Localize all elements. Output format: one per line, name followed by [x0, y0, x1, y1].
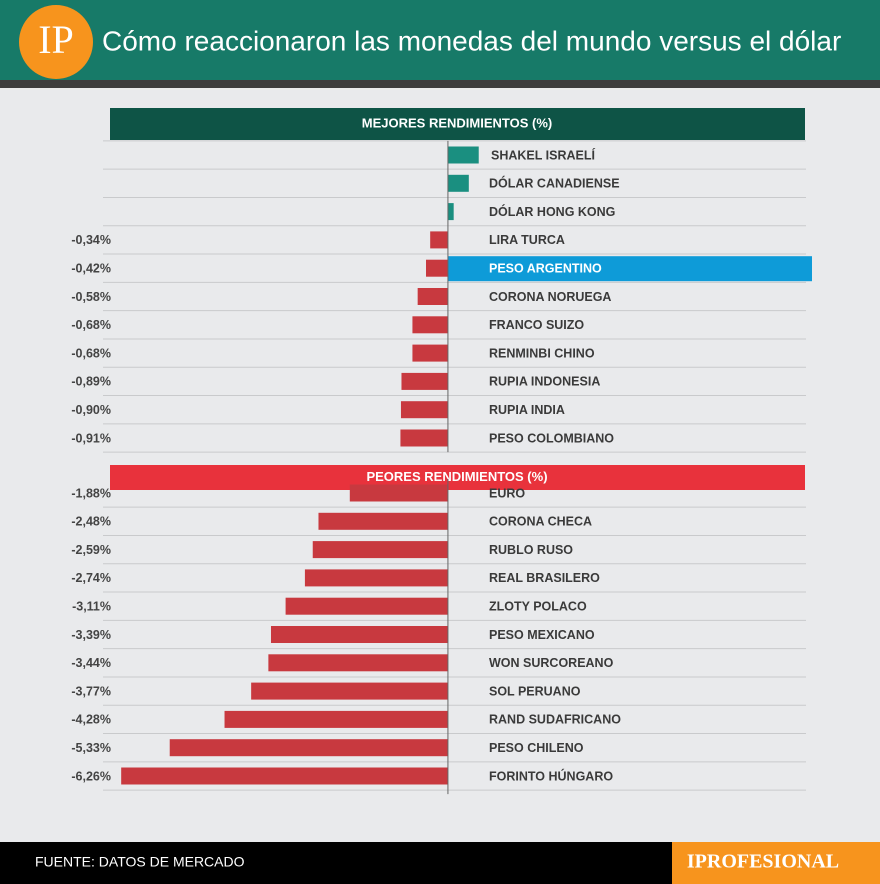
category-label: FORINTO HÚNGARO [489, 768, 613, 783]
category-label: PESO ARGENTINO [489, 261, 602, 275]
category-label: LIRA TURCA [489, 233, 565, 247]
category-label: CORONA CHECA [489, 515, 592, 529]
value-label: -3,77% [71, 684, 111, 698]
bar [401, 372, 448, 390]
bar [447, 203, 454, 221]
bar [251, 682, 448, 700]
value-label: -2,59% [71, 543, 111, 557]
category-label: FRANCO SUIZO [489, 318, 584, 332]
bar [447, 146, 479, 164]
footer-brand-box [672, 842, 880, 884]
bar [312, 541, 448, 559]
category-label: RUPIA INDONESIA [489, 375, 600, 389]
value-label: -2,48% [71, 515, 111, 529]
value-label: -2,74% [71, 571, 111, 585]
category-label: PESO MEXICANO [489, 628, 595, 642]
bar [349, 484, 448, 502]
value-label: -0,90% [71, 403, 111, 417]
source: FUENTE: DATOS DE MERCADO [35, 854, 245, 870]
category-label: DÓLAR HONG KONG [489, 204, 615, 219]
section-banner [110, 465, 805, 490]
category-label: WON SURCOREANO [489, 656, 614, 670]
category-label: RENMINBI CHINO [489, 346, 595, 360]
category-label: REAL BRASILERO [489, 571, 600, 585]
brand: IPROFESIONAL [687, 851, 839, 873]
logo: IP [38, 17, 74, 62]
bar [400, 429, 448, 447]
bar [304, 569, 448, 587]
bar [270, 626, 448, 643]
page-title: Cómo reaccionaron las monedas del mundo … [102, 25, 841, 56]
category-label: CORONA NORUEGA [489, 290, 611, 304]
bar [412, 316, 448, 334]
header-bar [0, 0, 880, 80]
value-label: -1,88% [71, 486, 111, 500]
category-label: RUBLO RUSO [489, 543, 573, 557]
category-label: PESO CHILENO [489, 741, 584, 755]
bar [121, 767, 448, 785]
value-label: -6,26% [71, 769, 111, 783]
header-strip [0, 80, 880, 88]
bar [430, 231, 448, 249]
value-label: -4,28% [71, 713, 111, 727]
bar [285, 597, 448, 615]
category-label: ZLOTY POLACO [489, 599, 587, 613]
value-label: -0,34% [71, 233, 111, 247]
category-label: SOL PERUANO [489, 684, 581, 698]
bar [447, 174, 469, 192]
value-label: -0,42% [71, 261, 111, 275]
value-label: -3,44% [71, 656, 111, 670]
value-label: -0,89% [71, 375, 111, 389]
category-label: RUPIA INDIA [489, 403, 565, 417]
value-label: -3,39% [71, 628, 111, 642]
category-label: PESO COLOMBIANO [489, 431, 614, 445]
value-label: -5,33% [71, 741, 111, 755]
value-label: -0,91% [71, 431, 111, 445]
category-label: RAND SUDAFRICANO [489, 713, 621, 727]
bar [224, 710, 448, 728]
highlight-band [447, 256, 812, 282]
logo-circle [19, 5, 93, 79]
bar [426, 259, 448, 277]
section-title: PEORES RENDIMIENTOS (%) [366, 469, 547, 484]
value-label: -3,11% [72, 599, 111, 613]
bar [412, 344, 448, 362]
section-title: MEJORES RENDIMIENTOS (%) [362, 115, 552, 130]
category-label: EURO [489, 486, 525, 500]
bar [268, 654, 448, 672]
charts: MEJORES RENDIMIENTOS (%) SHAKEL ISRAELÍ DÓ… [71, 108, 812, 795]
bar [417, 288, 448, 305]
category-label: DÓLAR CANADIENSE [489, 176, 620, 191]
bar [318, 512, 448, 530]
bar [400, 401, 448, 419]
bar [169, 739, 448, 757]
category-label: SHAKEL ISRAELÍ [491, 147, 595, 162]
value-label: -0,58% [71, 290, 111, 304]
value-label: -0,68% [71, 318, 111, 332]
section-banner [110, 108, 805, 140]
value-label: -0,68% [71, 346, 111, 360]
